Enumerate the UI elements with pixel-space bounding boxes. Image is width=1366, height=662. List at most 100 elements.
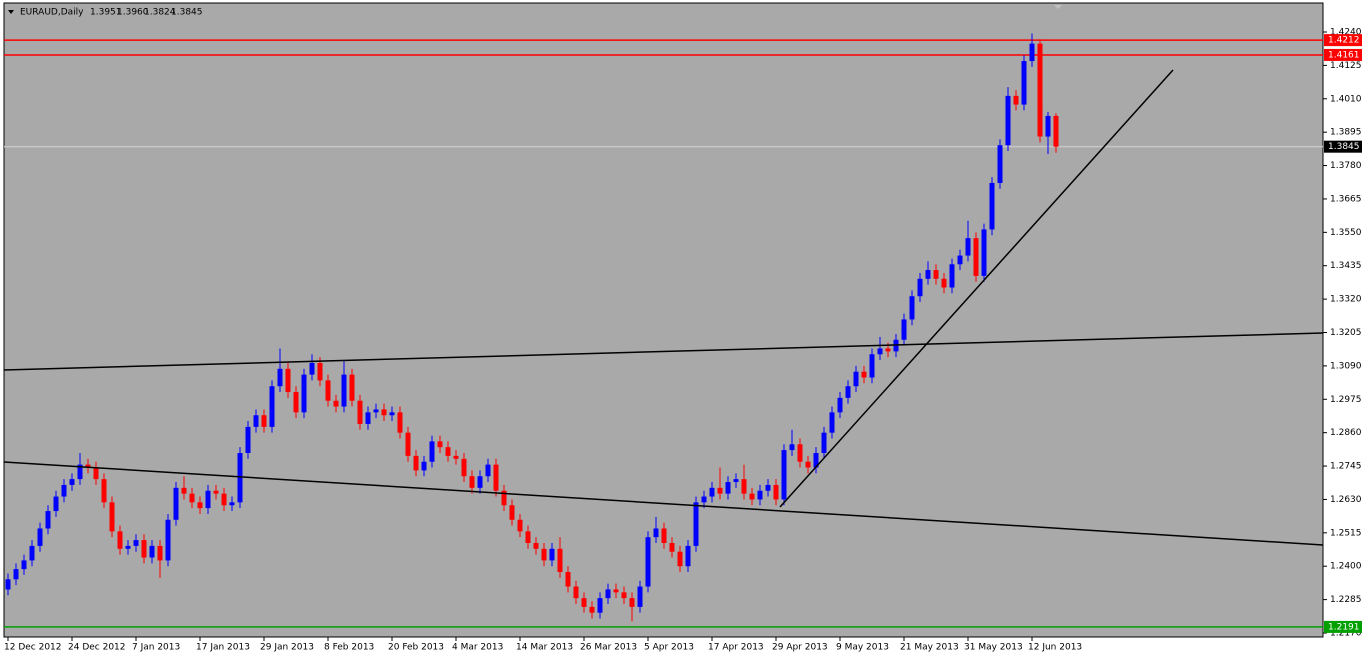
x-tick-label: 29 Jan 2013 bbox=[260, 643, 314, 653]
candle-body bbox=[693, 502, 699, 546]
y-tick-label: 1.4240 bbox=[1330, 28, 1362, 38]
candle-body bbox=[509, 505, 515, 520]
candle-body bbox=[133, 540, 139, 546]
candle-body bbox=[349, 374, 355, 401]
y-tick-label: 1.2745 bbox=[1330, 462, 1362, 472]
x-tick-label: 14 Mar 2013 bbox=[516, 643, 573, 653]
candle-body bbox=[389, 412, 395, 416]
x-tick-label: 4 Mar 2013 bbox=[452, 643, 503, 653]
candle-body bbox=[805, 461, 811, 468]
candle-body bbox=[997, 145, 1003, 183]
candle-body bbox=[101, 479, 107, 503]
candle-body bbox=[301, 374, 307, 413]
candle-body bbox=[557, 548, 563, 573]
y-tick-label: 1.2975 bbox=[1330, 395, 1362, 405]
candle-body bbox=[229, 502, 235, 506]
menu-arrow[interactable] bbox=[8, 10, 14, 14]
candle-body bbox=[157, 545, 163, 561]
candle-body bbox=[341, 374, 347, 407]
candle-body bbox=[485, 464, 491, 477]
y-tick-label: 1.3665 bbox=[1330, 194, 1362, 204]
candle-body bbox=[973, 238, 979, 276]
candle-body bbox=[837, 397, 843, 413]
candle-body bbox=[573, 586, 579, 599]
x-tick-label: 29 Apr 2013 bbox=[772, 643, 828, 653]
candle-body bbox=[933, 270, 939, 279]
candle-body bbox=[373, 409, 379, 413]
candle-body bbox=[677, 551, 683, 567]
candle-body bbox=[517, 519, 523, 532]
y-tick-label: 1.2170 bbox=[1330, 629, 1362, 639]
candle-body bbox=[853, 371, 859, 387]
candle-body bbox=[381, 409, 387, 416]
candle-body bbox=[605, 589, 611, 599]
candle-body bbox=[173, 487, 179, 520]
candle-body bbox=[981, 229, 987, 276]
candle-body bbox=[469, 476, 475, 488]
candle-body bbox=[309, 362, 315, 375]
trend-line[interactable] bbox=[3, 332, 1324, 371]
shift-marker bbox=[1054, 5, 1062, 9]
candle-body bbox=[37, 528, 43, 546]
candle-body bbox=[69, 479, 75, 485]
candle-body bbox=[397, 412, 403, 433]
candle-body bbox=[629, 598, 635, 607]
candle-body bbox=[701, 496, 707, 503]
plot bbox=[4, 33, 1323, 628]
candle-body bbox=[669, 542, 675, 552]
candle-body bbox=[461, 458, 467, 477]
candle-body bbox=[93, 467, 99, 480]
y-tick-label: 1.4010 bbox=[1330, 94, 1362, 104]
candle-body bbox=[149, 545, 155, 558]
x-tick-label: 7 Jan 2013 bbox=[132, 643, 180, 653]
candle-body bbox=[165, 519, 171, 561]
candle-body bbox=[1013, 95, 1019, 105]
candle-body bbox=[293, 392, 299, 413]
candle-body bbox=[645, 537, 651, 587]
candle-body bbox=[709, 487, 715, 497]
candle-body bbox=[757, 490, 763, 500]
y-tick-label: 1.2630 bbox=[1330, 495, 1362, 505]
candle-body bbox=[269, 386, 275, 427]
candle-body bbox=[21, 560, 27, 570]
candle-body bbox=[109, 502, 115, 532]
x-tick-label: 26 Mar 2013 bbox=[580, 643, 637, 653]
candle-body bbox=[797, 444, 803, 462]
candle-body bbox=[565, 572, 571, 587]
candle-body bbox=[205, 490, 211, 509]
candle-body bbox=[533, 542, 539, 549]
candle-body bbox=[637, 586, 643, 607]
y-tick-label: 1.2285 bbox=[1330, 595, 1362, 605]
y-tick-label: 1.2400 bbox=[1330, 562, 1362, 572]
candle-body bbox=[685, 545, 691, 567]
candle-body bbox=[941, 278, 947, 288]
trend-line[interactable] bbox=[3, 461, 1324, 546]
candle-body bbox=[1045, 115, 1051, 137]
candle-body bbox=[1005, 95, 1011, 146]
y-tick-label: 1.4125 bbox=[1330, 61, 1362, 71]
candle-body bbox=[581, 598, 587, 607]
candle-body bbox=[477, 476, 483, 488]
candle-body bbox=[613, 589, 619, 593]
price-label: 1.2191 bbox=[1328, 622, 1360, 632]
header-close: 1.3845 bbox=[171, 8, 203, 18]
candle-body bbox=[53, 496, 59, 512]
x-tick-label: 12 Dec 2012 bbox=[4, 643, 62, 653]
y-tick-label: 1.3090 bbox=[1330, 361, 1362, 371]
price-label: 1.4212 bbox=[1328, 36, 1360, 46]
candle-body bbox=[845, 386, 851, 398]
candle-body bbox=[29, 545, 35, 561]
candle-body bbox=[621, 592, 627, 599]
candle-body bbox=[221, 493, 227, 506]
candle-body bbox=[61, 484, 67, 497]
y-tick-label: 1.2515 bbox=[1330, 528, 1362, 538]
candle-body bbox=[661, 528, 667, 543]
candle-body bbox=[541, 548, 547, 561]
candle-body bbox=[789, 444, 795, 451]
candle-body bbox=[501, 490, 507, 506]
candle-body bbox=[589, 606, 595, 613]
y-tick-label: 1.3550 bbox=[1330, 228, 1362, 238]
candle-body bbox=[237, 452, 243, 503]
trend-line[interactable] bbox=[779, 69, 1174, 508]
candle-body bbox=[85, 464, 91, 468]
